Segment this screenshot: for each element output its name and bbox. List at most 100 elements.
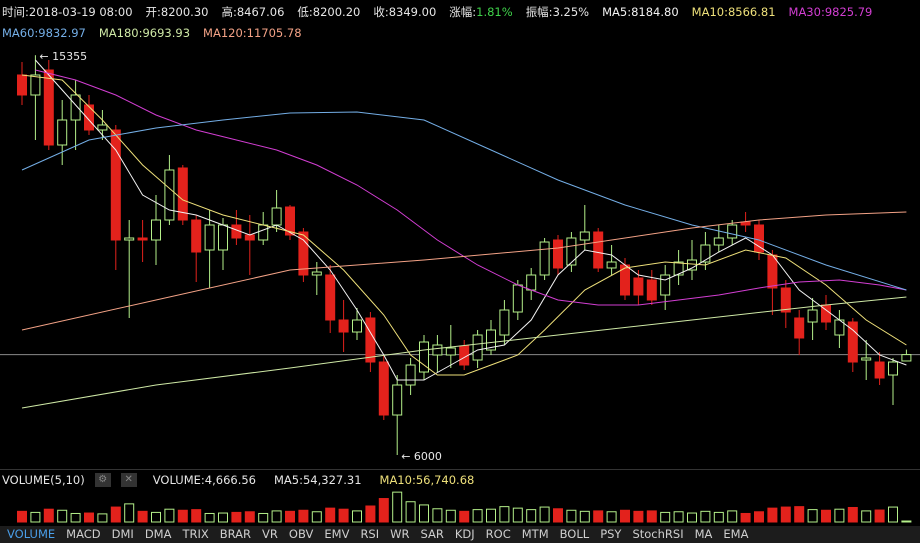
volume-bar bbox=[325, 507, 336, 523]
candle-body bbox=[593, 231, 604, 269]
candle-body bbox=[244, 234, 255, 241]
candle-body bbox=[204, 224, 215, 251]
candle-body bbox=[901, 354, 912, 362]
indicator-tabs: VOLUME MACD DMI DMA TRIX BRAR VR OBV EMV RSI WR SAR… bbox=[0, 526, 920, 543]
volume-bar bbox=[874, 509, 885, 523]
volume-bar bbox=[660, 511, 671, 523]
candle-body bbox=[767, 254, 778, 289]
indicator-tab[interactable]: TRIX bbox=[182, 527, 209, 541]
volume-bar bbox=[821, 509, 831, 523]
indicator-tab[interactable]: PSY bbox=[600, 527, 622, 541]
header-value: 3.25% bbox=[552, 5, 590, 19]
indicator-tab[interactable]: OBV bbox=[288, 527, 314, 541]
volume-bar bbox=[834, 508, 845, 523]
candle-body bbox=[97, 124, 108, 131]
header-value: 2018-03-19 08:00 bbox=[28, 5, 133, 19]
volume-bar bbox=[137, 510, 148, 523]
header-label: 高: bbox=[221, 5, 237, 19]
volume-bar bbox=[646, 510, 657, 523]
ma-line bbox=[35, 59, 907, 381]
volume-bar bbox=[740, 512, 751, 523]
candle-body bbox=[365, 317, 376, 363]
candle-body bbox=[579, 231, 590, 241]
candle-body bbox=[539, 241, 550, 276]
candle-body bbox=[727, 224, 738, 239]
volume-bar bbox=[553, 508, 563, 523]
volume-bar bbox=[901, 520, 912, 523]
volume-bar bbox=[767, 507, 778, 523]
indicator-tab[interactable]: ROC bbox=[485, 527, 511, 541]
indicator-tab[interactable]: RSI bbox=[360, 527, 380, 541]
ma-line bbox=[21, 211, 907, 331]
candle-body bbox=[191, 219, 202, 253]
header-row: 时间:2018-03-19 08:00 开:8200.30 高:8467.06 低:8… bbox=[2, 4, 872, 20]
candle-body bbox=[352, 319, 362, 333]
volume-bar bbox=[204, 512, 215, 523]
legend-entry: MA120:11705.78 bbox=[203, 26, 302, 40]
indicator-tab[interactable]: DMA bbox=[144, 527, 172, 541]
candle-body bbox=[646, 279, 657, 301]
volume-bar bbox=[526, 509, 537, 523]
volume-bar bbox=[472, 509, 483, 523]
candle-body bbox=[258, 224, 269, 241]
volume-bar bbox=[191, 509, 202, 523]
candle-body bbox=[164, 169, 175, 221]
volume-bar bbox=[807, 509, 818, 523]
candle-body bbox=[512, 284, 523, 313]
volume-bar bbox=[392, 491, 403, 523]
header-item: 开:8200.30 bbox=[146, 4, 209, 20]
candle-body bbox=[218, 224, 228, 251]
candle-body bbox=[794, 317, 805, 339]
candle-body bbox=[151, 219, 161, 241]
volume-bar bbox=[97, 513, 108, 523]
volume-bar bbox=[419, 504, 429, 523]
candle-body bbox=[271, 207, 282, 226]
header-item: 时间:2018-03-19 08:00 bbox=[2, 4, 133, 20]
legend-entry: MA10:8566.81 bbox=[691, 5, 776, 19]
candle-body bbox=[124, 237, 135, 241]
indicator-tab[interactable]: EMV bbox=[324, 527, 350, 541]
chart: ← 15355 ← 6000 bbox=[0, 50, 920, 523]
volume-bar bbox=[847, 506, 858, 523]
volume-bar bbox=[285, 510, 295, 523]
settings-icon[interactable]: ⚙ bbox=[94, 473, 111, 487]
indicator-tab[interactable]: StochRSI bbox=[632, 527, 684, 541]
volume-bar bbox=[579, 510, 590, 523]
candle-body bbox=[378, 361, 389, 416]
header-value: 8200.20 bbox=[312, 5, 361, 19]
volume-bar bbox=[861, 510, 872, 523]
candle-body bbox=[419, 341, 429, 373]
candle-body bbox=[700, 244, 711, 263]
close-icon[interactable]: ✕ bbox=[120, 473, 137, 487]
volume-bar bbox=[687, 512, 697, 523]
indicator-tab[interactable]: DMI bbox=[111, 527, 134, 541]
indicator-tab[interactable]: MTM bbox=[521, 527, 549, 541]
volume-bar bbox=[486, 508, 496, 523]
ma-line bbox=[21, 74, 907, 376]
volume-bar bbox=[57, 509, 68, 523]
indicator-tab[interactable]: BOLL bbox=[559, 527, 590, 541]
indicator-tab[interactable]: SAR bbox=[420, 527, 444, 541]
volume-bar bbox=[244, 511, 255, 523]
volume-bar bbox=[754, 511, 764, 523]
indicator-tab[interactable]: WR bbox=[390, 527, 410, 541]
candle-body bbox=[70, 94, 81, 121]
candle-body bbox=[57, 119, 68, 146]
candle-body bbox=[84, 104, 94, 131]
candle-body bbox=[780, 287, 791, 313]
indicator-tab[interactable]: MACD bbox=[66, 527, 101, 541]
indicator-tab[interactable]: EMA bbox=[723, 527, 749, 541]
volume-bar bbox=[84, 512, 94, 523]
indicator-tab[interactable]: KDJ bbox=[454, 527, 475, 541]
indicator-tab[interactable]: MA bbox=[694, 527, 713, 541]
indicator-tab[interactable]: VR bbox=[262, 527, 278, 541]
indicator-tab[interactable]: BRAR bbox=[219, 527, 252, 541]
volume-bar bbox=[338, 508, 349, 523]
volume-bar bbox=[794, 506, 805, 523]
indicator-tab[interactable]: VOLUME bbox=[7, 527, 56, 541]
candle-body bbox=[30, 74, 41, 96]
volume-bar bbox=[378, 498, 389, 523]
candle-body bbox=[285, 206, 295, 236]
candle-body bbox=[325, 274, 336, 321]
candle-body bbox=[499, 309, 510, 336]
